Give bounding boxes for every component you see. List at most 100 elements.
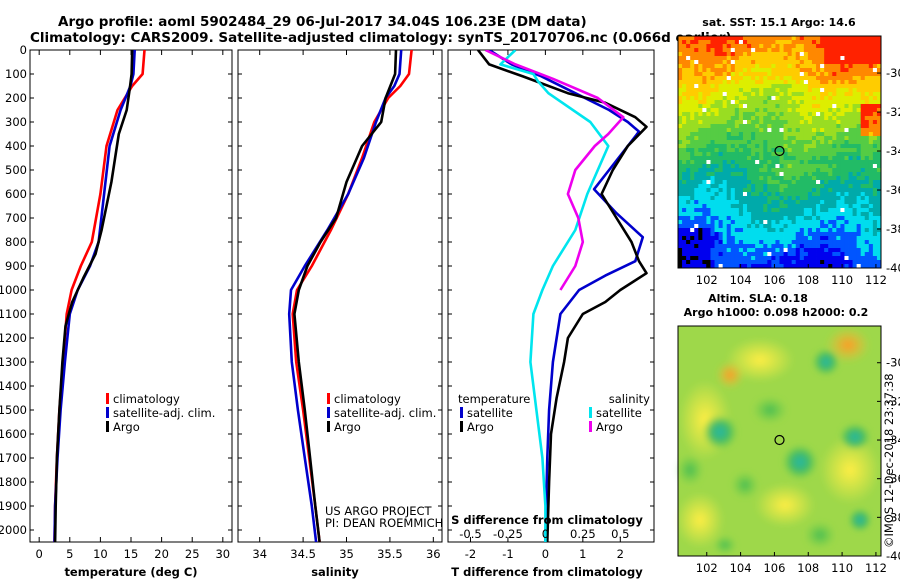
salinity-y-ticks: [238, 49, 442, 531]
sst-cell: [682, 148, 687, 153]
sst-cell: [783, 64, 789, 69]
sst-cell: [811, 76, 817, 81]
sst-cell: [682, 228, 687, 233]
sst-cell: [840, 112, 845, 117]
sst-cell: [763, 56, 768, 61]
sst-cell: [698, 36, 703, 41]
sst-cell: [856, 144, 862, 149]
sst-cell: [718, 184, 724, 189]
sst-cell: [759, 224, 764, 229]
sst-cell: [860, 228, 866, 233]
sst-cell: [864, 52, 870, 57]
sst-cell: [747, 108, 752, 113]
sst-cell: [872, 216, 878, 221]
sst-cell: [816, 156, 821, 161]
sst-cell: [763, 52, 768, 57]
sst-cell: [738, 80, 744, 85]
sst-cell: [730, 136, 736, 141]
sst-cell: [824, 96, 829, 101]
sst-cell: [824, 40, 829, 45]
sst-cell: [690, 248, 695, 253]
sst-cell: [836, 180, 841, 185]
sst-cell: [868, 172, 874, 177]
sst-cell: [747, 92, 752, 97]
sst-cell: [816, 88, 821, 93]
sst-cell: [730, 260, 736, 265]
sla-argo-location-marker: [774, 434, 785, 446]
sst-cell: [779, 260, 784, 265]
sst-cell: [694, 88, 699, 93]
sst-cell: [698, 236, 703, 241]
sst-cell: [730, 164, 736, 169]
sst-cell: [779, 120, 784, 125]
sst-cell: [860, 196, 866, 201]
sst-cell: [795, 120, 801, 125]
sst-cell: [795, 140, 801, 145]
sst-cell: [678, 84, 683, 89]
sst-cell: [714, 196, 719, 201]
temperature-x-axis: 0 5 10 15 20 25 30: [36, 50, 230, 561]
sst-cell: [787, 72, 793, 77]
sst-cell: [795, 96, 801, 101]
sst-cell: [742, 104, 748, 109]
sst-cell: [710, 256, 715, 261]
sst-cell: [836, 164, 841, 169]
sst-cell: [852, 140, 858, 145]
sst-cell: [738, 56, 744, 61]
sst-cell: [759, 116, 764, 121]
sst-cell: [722, 208, 728, 213]
sst-cell: [714, 152, 719, 157]
sst-cell: [795, 256, 801, 261]
sst-cell: [730, 68, 736, 73]
sst-cell: [775, 220, 780, 225]
sst-cell: [682, 124, 687, 129]
sst-cell: [795, 236, 801, 241]
sst-cell: [824, 224, 829, 229]
sst-cell: [747, 244, 752, 249]
sst-cell: [714, 108, 719, 113]
sst-cell: [702, 52, 707, 57]
sst-cell: [876, 208, 882, 213]
sst-cell: [730, 156, 736, 161]
sst-cell: [779, 164, 784, 169]
x-tick-label: 10: [93, 547, 108, 561]
sst-cell: [779, 132, 784, 137]
sst-cell: [678, 52, 683, 57]
sst-cell: [702, 244, 707, 249]
sst-cell: [848, 244, 853, 249]
sst-cell: [714, 188, 719, 193]
sst-cell: [718, 128, 724, 133]
sst-cell: [820, 252, 825, 257]
sst-cell: [836, 240, 841, 245]
sst-cell: [714, 96, 719, 101]
sst-cell: [686, 180, 691, 185]
sst-cell: [860, 160, 866, 165]
sst-cell: [686, 260, 691, 265]
sst-cell: [840, 264, 845, 269]
sst-cell: [698, 92, 703, 97]
sst-cell: [718, 176, 724, 181]
sst-cell: [686, 196, 691, 201]
map-y-tick-label: -34: [886, 433, 900, 447]
sst-cell: [795, 196, 801, 201]
x-tick-label: 0: [542, 547, 549, 561]
sst-cell: [698, 172, 703, 177]
sst-cell: [791, 164, 797, 169]
sst-cell: [742, 144, 748, 149]
sst-cell: [755, 96, 760, 101]
sst-cell: [779, 128, 784, 133]
sst-cell: [734, 232, 740, 237]
sst-cell: [856, 68, 862, 73]
sst-cell: [868, 88, 874, 93]
sst-cell: [767, 144, 772, 149]
sst-cell: [702, 208, 707, 213]
sst-cell: [742, 116, 748, 121]
sst-cell: [706, 252, 711, 257]
sst-cell: [799, 140, 805, 145]
sst-cell: [856, 216, 862, 221]
sst-cell: [726, 104, 732, 109]
map-x-tick-label: 110: [831, 561, 853, 575]
sst-cell: [811, 220, 817, 225]
sst-cell: [775, 216, 780, 221]
sst-cell: [722, 60, 728, 65]
